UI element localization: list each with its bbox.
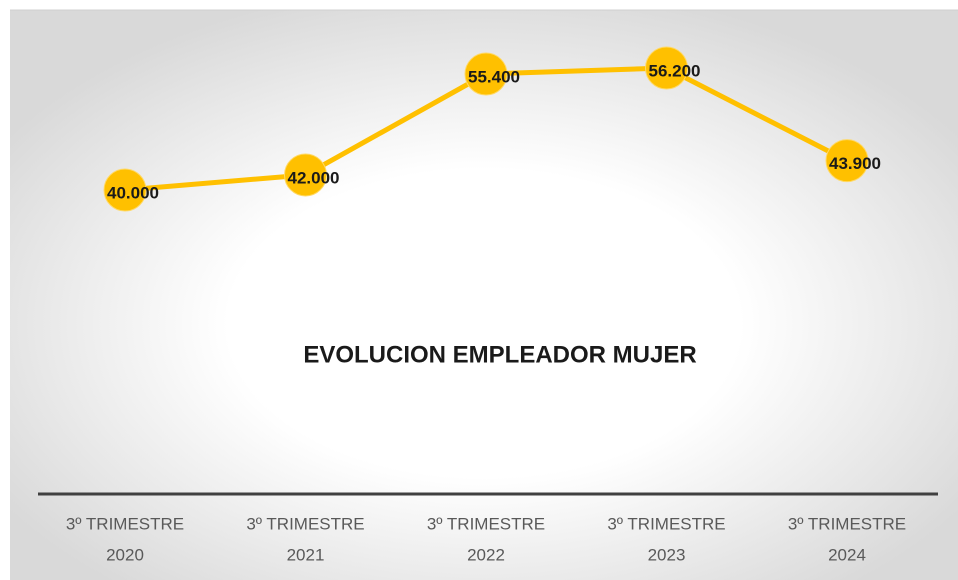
x-tick-label: 3º TRIMESTRE [607,514,725,533]
chart-title: EVOLUCION EMPLEADOR MUJER [303,341,696,368]
x-tick-label: 3º TRIMESTRE [427,514,545,533]
x-tick-label: 2024 [828,545,866,564]
data-label: 40.000 [107,183,159,202]
marker [103,168,147,212]
data-label: 42.000 [288,168,340,187]
x-tick-label: 3º TRIMESTRE [246,514,364,533]
x-tick-label: 2022 [467,545,505,564]
data-label: 55.400 [468,68,520,87]
plot-background [10,10,958,580]
x-tick-label: 2023 [648,545,686,564]
marker [464,52,508,96]
x-tick-label: 3º TRIMESTRE [788,514,906,533]
x-tick-label: 3º TRIMESTRE [66,514,184,533]
data-label: 43.900 [829,154,881,173]
marker [825,139,869,183]
data-label: 56.200 [649,61,701,80]
x-tick-label: 2021 [287,545,325,564]
x-tick-label: 2020 [106,545,144,564]
marker [284,153,327,197]
marker [645,46,688,90]
